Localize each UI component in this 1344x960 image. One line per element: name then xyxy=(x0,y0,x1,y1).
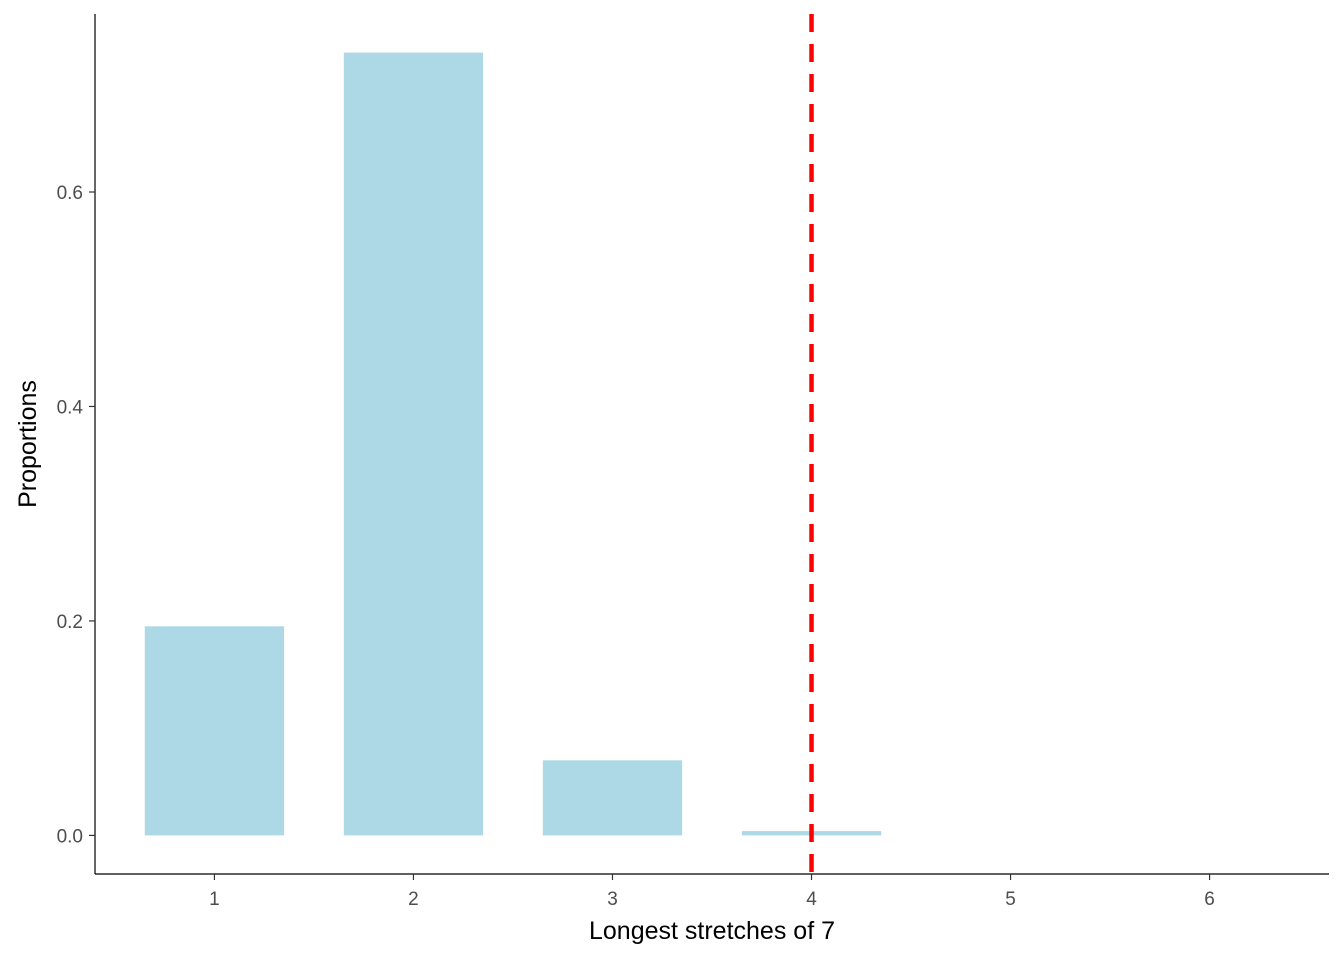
x-tick-label: 1 xyxy=(209,889,220,910)
x-tick-label: 2 xyxy=(408,889,419,910)
bars-group xyxy=(144,52,882,836)
bar-2 xyxy=(343,52,484,836)
y-tick-label: 0.0 xyxy=(57,826,83,847)
y-tick-label: 0.4 xyxy=(57,397,84,418)
y-axis-ticks: 0.0 0.2 0.4 0.6 xyxy=(57,183,95,847)
x-tick-label: 4 xyxy=(806,889,817,910)
y-tick-label: 0.2 xyxy=(57,612,83,633)
bar-1 xyxy=(144,626,285,836)
bar-3 xyxy=(542,760,683,836)
x-tick-label: 6 xyxy=(1204,889,1215,910)
y-tick-label: 0.6 xyxy=(57,183,83,204)
x-axis-title: Longest stretches of 7 xyxy=(589,917,835,945)
y-axis-title: Proportions xyxy=(14,380,42,508)
x-axis-ticks: 1 2 3 4 5 6 xyxy=(209,874,1215,910)
x-tick-label: 3 xyxy=(607,889,618,910)
x-tick-label: 5 xyxy=(1005,889,1016,910)
